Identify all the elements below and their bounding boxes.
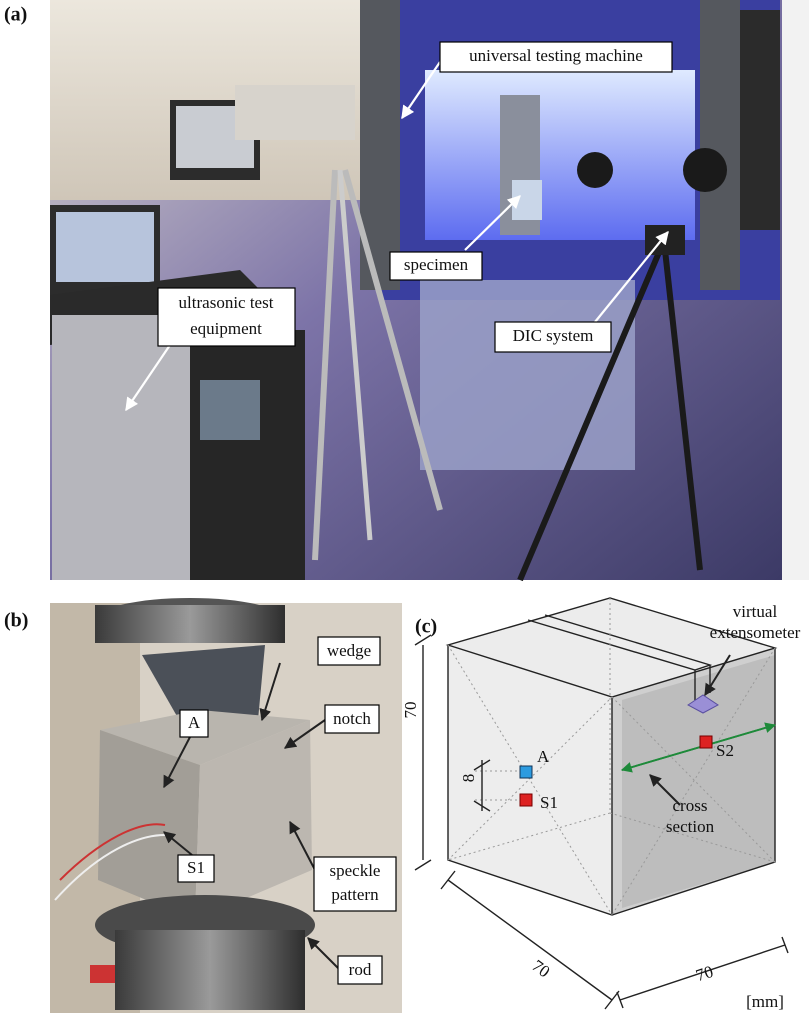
- pointer: [464, 195, 521, 251]
- annotation: universal testing machine: [469, 46, 643, 65]
- panel-label: (c): [415, 616, 437, 638]
- annotation: DIC system: [513, 326, 594, 345]
- dimension: 70: [401, 702, 420, 719]
- annotation-box: [313, 856, 397, 912]
- sensor-s2: [699, 735, 713, 749]
- pointer: [401, 61, 441, 120]
- annotation: virtual: [733, 602, 778, 621]
- photo-b: [50, 598, 402, 1013]
- annotation-box: [494, 321, 612, 353]
- annotation-box: [439, 41, 673, 73]
- sensor-a: [519, 765, 533, 779]
- pointer: [704, 654, 731, 697]
- photo-a: [50, 0, 809, 582]
- pointer: [289, 820, 316, 871]
- annotation: A: [537, 747, 550, 766]
- annotation-box: [317, 636, 381, 666]
- annotation-box: [324, 704, 380, 734]
- annotation: cross: [673, 796, 708, 815]
- annotation-box: [389, 251, 483, 281]
- pointer: [284, 719, 326, 749]
- panel-label: (a): [4, 4, 27, 26]
- pointer: [163, 736, 191, 789]
- annotation: section: [666, 817, 715, 836]
- annotation-box: [177, 854, 215, 883]
- pointer: [649, 774, 681, 806]
- pointer: [259, 662, 281, 722]
- annotation: A: [188, 713, 201, 732]
- unit-label: [mm]: [746, 992, 784, 1011]
- annotation: specimen: [404, 255, 469, 274]
- annotation: wedge: [327, 641, 371, 660]
- annotation-box: [179, 709, 209, 738]
- annotation: S1: [540, 793, 558, 812]
- dimension: 70: [528, 956, 553, 981]
- annotation: equipment: [190, 319, 262, 338]
- pointer: [307, 937, 339, 969]
- pointer: [594, 230, 669, 323]
- annotation: speckle: [330, 861, 381, 880]
- sensor-s1: [519, 793, 533, 807]
- cube-diagram: [414, 597, 789, 1010]
- annotation: pattern: [331, 885, 379, 904]
- annotation: extensometer: [710, 623, 801, 642]
- annotation: notch: [333, 709, 371, 728]
- panel-label: (b): [4, 610, 28, 632]
- cross-section-line: [620, 724, 776, 773]
- annotation: ultrasonic test: [179, 293, 274, 312]
- pointer: [125, 344, 171, 412]
- annotation-box: [337, 955, 383, 985]
- pointer: [163, 831, 193, 856]
- annotation-box: [157, 287, 296, 347]
- annotation: rod: [349, 960, 372, 979]
- annotation: S2: [716, 741, 734, 760]
- dimension: 70: [693, 962, 715, 985]
- annotation: S1: [187, 858, 205, 877]
- dimension: 8: [459, 774, 478, 783]
